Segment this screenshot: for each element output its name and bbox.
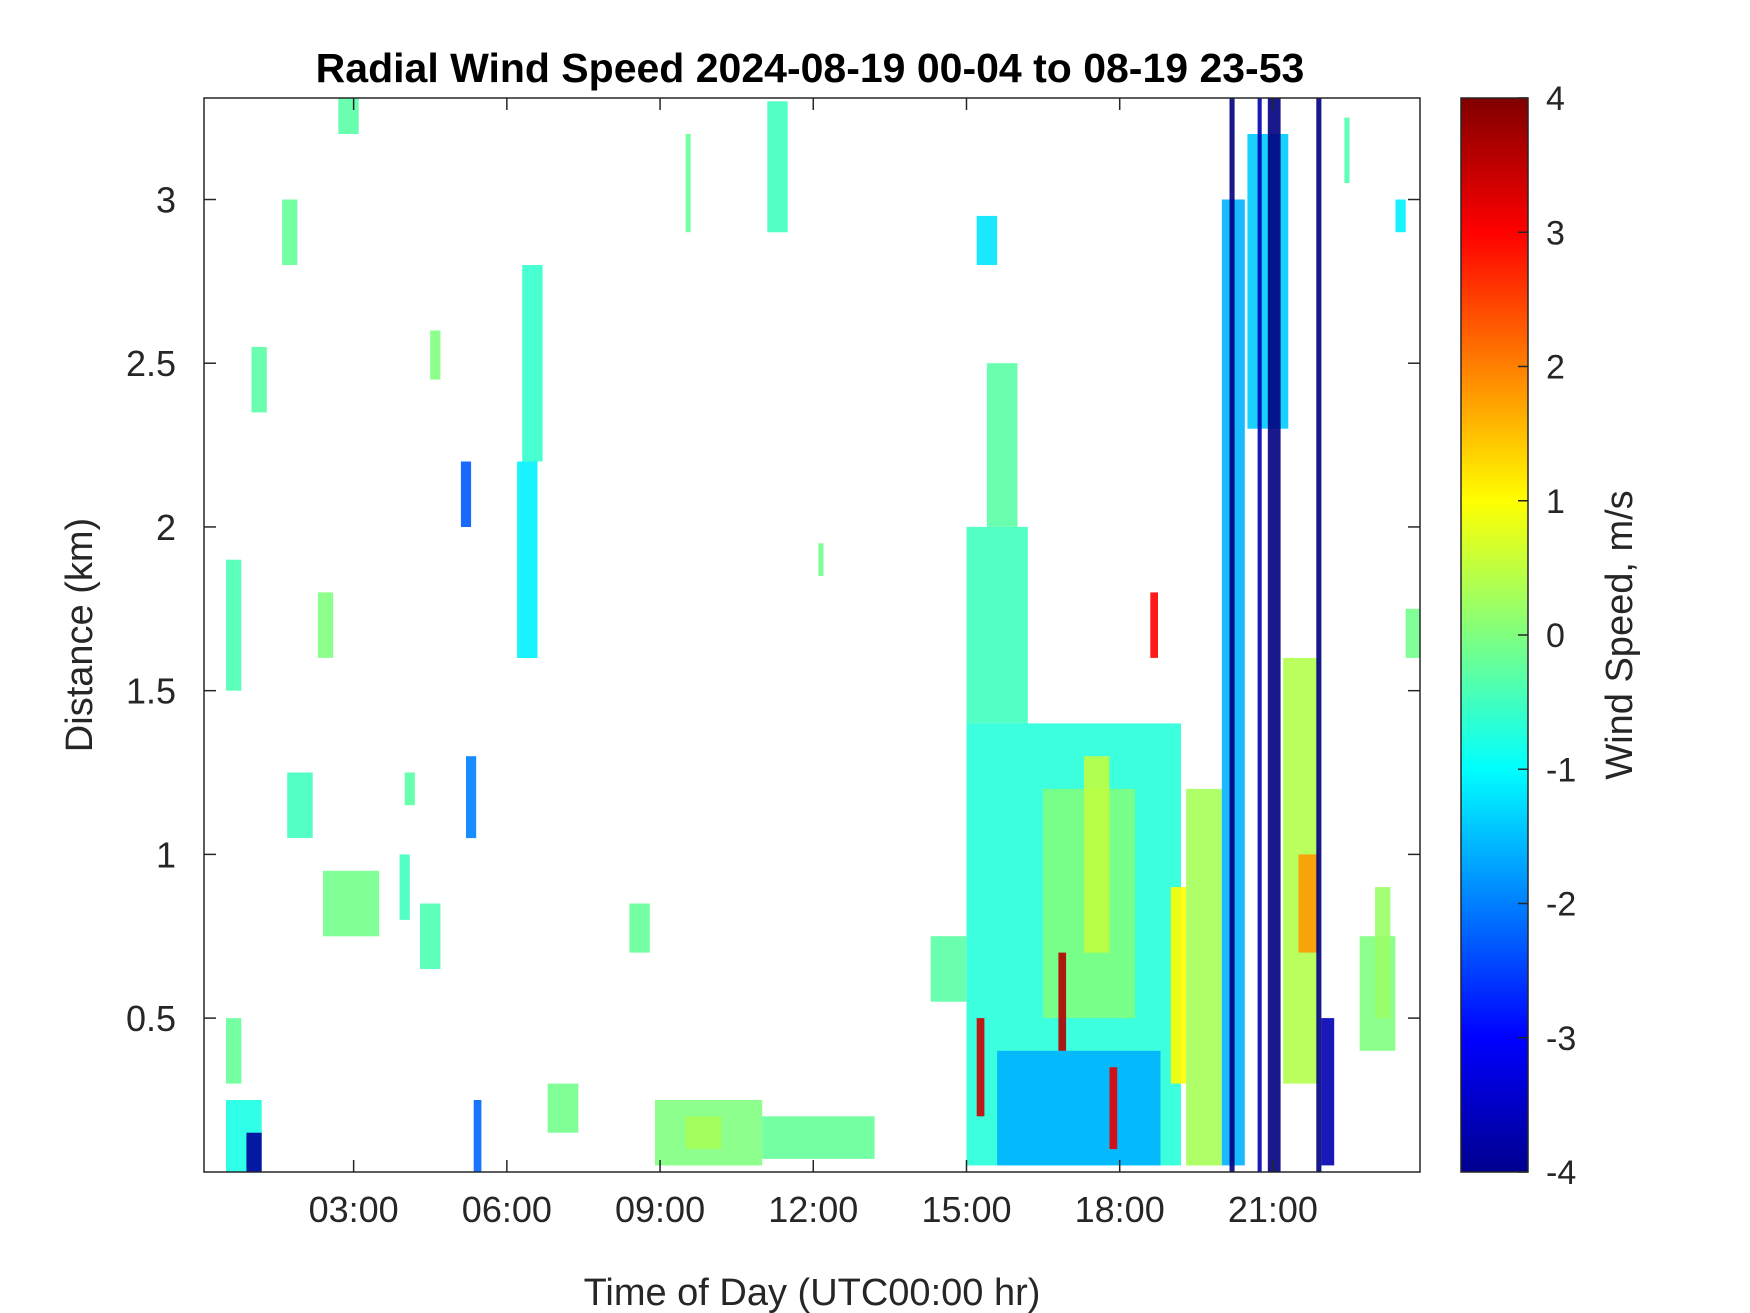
y-tick-label: 2.5 (126, 343, 176, 384)
heatmap-cell (1375, 887, 1391, 1019)
heatmap-cell (976, 215, 998, 265)
heatmap-cell (430, 330, 441, 380)
heatmap-cell (997, 1050, 1161, 1166)
y-tick-label: 2 (156, 507, 176, 548)
heatmap-cell (1298, 854, 1319, 953)
heatmap-cell (818, 543, 824, 576)
heatmap-cell (1150, 592, 1158, 658)
heatmap-cell (547, 1083, 579, 1133)
heatmap-cell (986, 363, 1018, 527)
heatmap-cell (1229, 98, 1235, 1172)
x-tick-label: 03:00 (309, 1189, 399, 1230)
heatmap-cell (338, 98, 359, 134)
heatmap-cell (930, 936, 967, 1002)
heatmap-cell (517, 461, 538, 658)
heatmap-cell (466, 756, 477, 839)
x-axis-ticks: 03:00 06:00 09:00 12:00 15:00 18:00 21:00 (309, 98, 1318, 1230)
colorbar-tick-label: 4 (1546, 80, 1565, 118)
heatmap-cell (1344, 117, 1350, 184)
x-axis-label: Time of Day (UTC00:00 hr) (584, 1272, 1041, 1313)
colorbar-tick-label: -3 (1546, 1020, 1576, 1058)
heatmap-cell (246, 1132, 262, 1172)
colorbar-tick-label: 2 (1546, 349, 1565, 387)
y-tick-label: 0.5 (126, 998, 176, 1039)
x-tick-label: 06:00 (462, 1189, 552, 1230)
heatmap-cell (762, 1116, 875, 1159)
chart-title: Radial Wind Speed 2024-08-19 00-04 to 08… (316, 45, 1305, 91)
y-tick-label: 1.5 (126, 671, 176, 712)
colorbar-tick-label: -1 (1546, 751, 1576, 789)
heatmap-cell (226, 1018, 242, 1084)
y-axis-ticks: 0.5 1 1.5 2 2.5 3 (126, 180, 1420, 1039)
heatmap-cell (1257, 98, 1262, 1172)
colorbar-ticks: 4 3 2 1 0 -1 -2 -3 -4 (1518, 80, 1576, 1192)
heatmap-cell (1109, 1067, 1118, 1150)
x-tick-label: 15:00 (921, 1189, 1011, 1230)
heatmap-cell (629, 903, 650, 953)
colorbar-tick-label: -2 (1546, 886, 1576, 924)
heatmap-cell (1186, 788, 1222, 1166)
heatmap-cell (317, 592, 334, 658)
heatmap-cell (1316, 98, 1322, 1172)
heatmap-cell (404, 772, 415, 806)
colorbar-tick-label: 3 (1546, 214, 1565, 252)
colorbar: 4 3 2 1 0 -1 -2 -3 -4 Wind Speed, m/s (1460, 80, 1641, 1192)
heatmap-cell (1395, 199, 1406, 233)
heatmap-cell (473, 1100, 482, 1172)
heatmap-cell (1058, 952, 1067, 1051)
heatmap-cell (1084, 756, 1110, 953)
x-tick-label: 18:00 (1075, 1189, 1165, 1230)
colorbar-gradient (1460, 97, 1529, 1173)
colorbar-tick-label: -4 (1546, 1154, 1576, 1192)
y-tick-label: 1 (156, 834, 176, 875)
heatmap-cell (685, 1116, 722, 1149)
colorbar-tick-label: 0 (1546, 617, 1565, 655)
heatmap-cell (323, 870, 380, 937)
heatmap-cell (460, 461, 472, 527)
x-tick-label: 09:00 (615, 1189, 705, 1230)
heatmap-cell (976, 1018, 985, 1117)
heatmap-cell (966, 526, 1028, 724)
heatmap-cell (1321, 1018, 1335, 1166)
heatmap-cell (399, 854, 410, 920)
plot-frame (203, 97, 1421, 1173)
heatmap-cell (1267, 98, 1281, 1172)
plot-area: 03:00 06:00 09:00 12:00 15:00 18:00 21:00 0.5 1… (126, 97, 1421, 1230)
y-axis-label: Distance (km) (59, 518, 101, 752)
heatmap-cell (767, 101, 788, 233)
heatmap-cell (226, 559, 242, 691)
colorbar-tick-label: 1 (1546, 483, 1565, 521)
heatmap-cell (1170, 887, 1187, 1084)
x-tick-label: 12:00 (768, 1189, 858, 1230)
heatmap-cell (287, 772, 313, 838)
heatmap-cell (282, 199, 298, 265)
heatmap-cell (685, 134, 691, 233)
heatmap-cell (251, 346, 267, 413)
heatmap-cell (420, 903, 441, 969)
y-tick-label: 3 (156, 180, 176, 221)
colorbar-label: Wind Speed, m/s (1599, 490, 1641, 779)
heatmap-cell (1405, 608, 1420, 658)
x-tick-label: 21:00 (1228, 1189, 1318, 1230)
heatmap-cells (226, 98, 1420, 1172)
heatmap-cell (522, 265, 543, 462)
